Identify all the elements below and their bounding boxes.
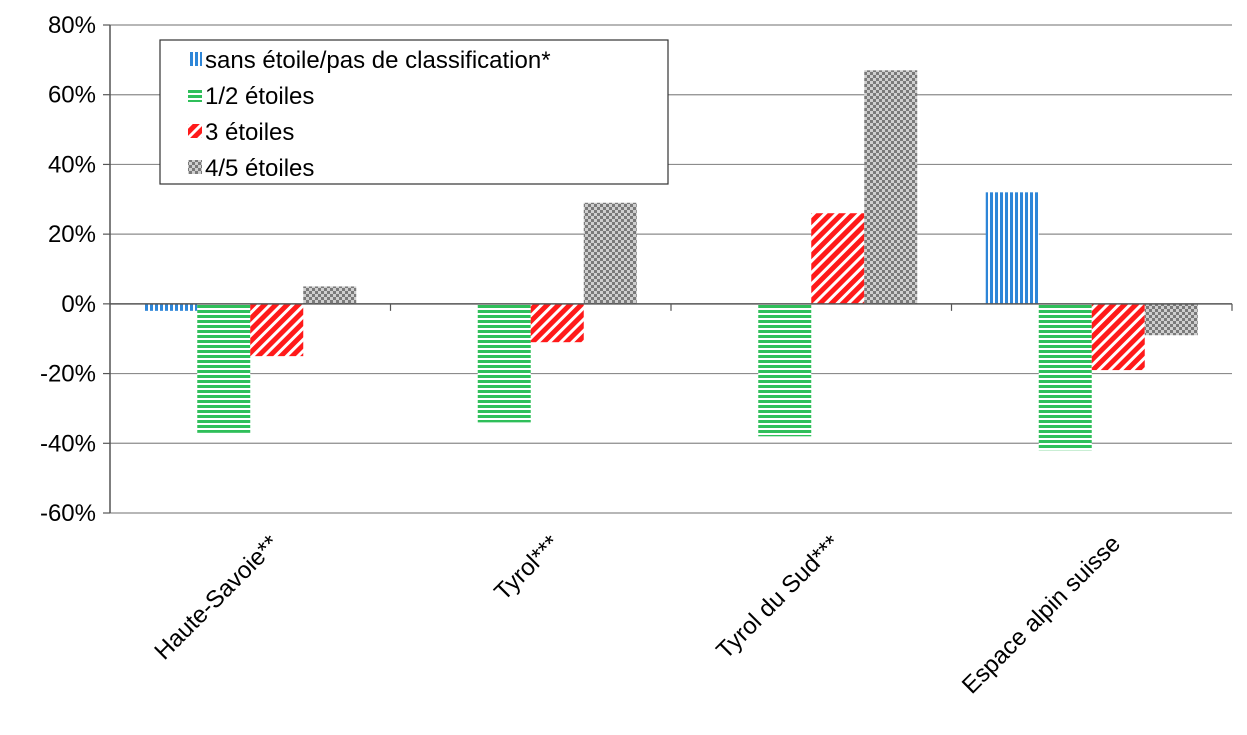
legend-box — [159, 39, 669, 185]
y-tick-label: 80% — [48, 12, 96, 39]
bar-3-2 — [530, 303, 584, 343]
legend-label: 3 étoiles — [205, 119, 294, 146]
bar-4-2 — [583, 202, 637, 304]
bar-1-4 — [985, 192, 1039, 304]
legend-label: 1/2 étoiles — [205, 83, 314, 110]
legend-swatch — [188, 52, 202, 66]
y-tick-labels: 80% 60% 40% 20% 0% -20% -40% -60% — [40, 12, 96, 527]
legend-swatch — [188, 88, 202, 102]
y-tick-label: 20% — [48, 221, 96, 248]
legend: sans étoile/pas de classification* 1/2 ét… — [159, 39, 669, 185]
axes — [103, 24, 1233, 514]
x-tick-label: Tyrol du Sud*** — [711, 530, 845, 664]
x-tick-label: Tyrol*** — [489, 530, 565, 606]
bar-4-3 — [864, 70, 918, 304]
legend-label: 4/5 étoiles — [205, 155, 314, 182]
x-tick-label: Espace alpin suisse — [957, 530, 1126, 699]
legend-label: sans étoile/pas de classification* — [205, 47, 551, 74]
bar-2-1 — [197, 303, 251, 433]
legend-swatch — [188, 124, 202, 138]
y-tick-label: -20% — [40, 361, 96, 388]
bar-2-2 — [477, 303, 531, 423]
x-tick-labels: Haute-Savoie** Tyrol*** Tyrol du Sud*** Esp… — [149, 530, 1126, 699]
legend-swatch — [188, 160, 202, 174]
y-tick-label: 0% — [61, 291, 96, 318]
bar-3-3 — [811, 213, 865, 304]
x-tick-label: Haute-Savoie** — [149, 530, 284, 665]
bar-2-4 — [1038, 303, 1092, 451]
bar-2-3 — [758, 303, 812, 437]
bar-3-4 — [1091, 303, 1145, 371]
bar-4-1 — [303, 286, 357, 304]
bars — [144, 70, 1198, 451]
y-tick-label: 60% — [48, 82, 96, 109]
y-tick-label: -60% — [40, 500, 96, 527]
bar-1-1 — [144, 303, 198, 311]
bar-3-1 — [250, 303, 304, 357]
y-tick-label: 40% — [48, 151, 96, 178]
bar-4-4 — [1144, 303, 1198, 336]
y-tick-label: -40% — [40, 430, 96, 457]
